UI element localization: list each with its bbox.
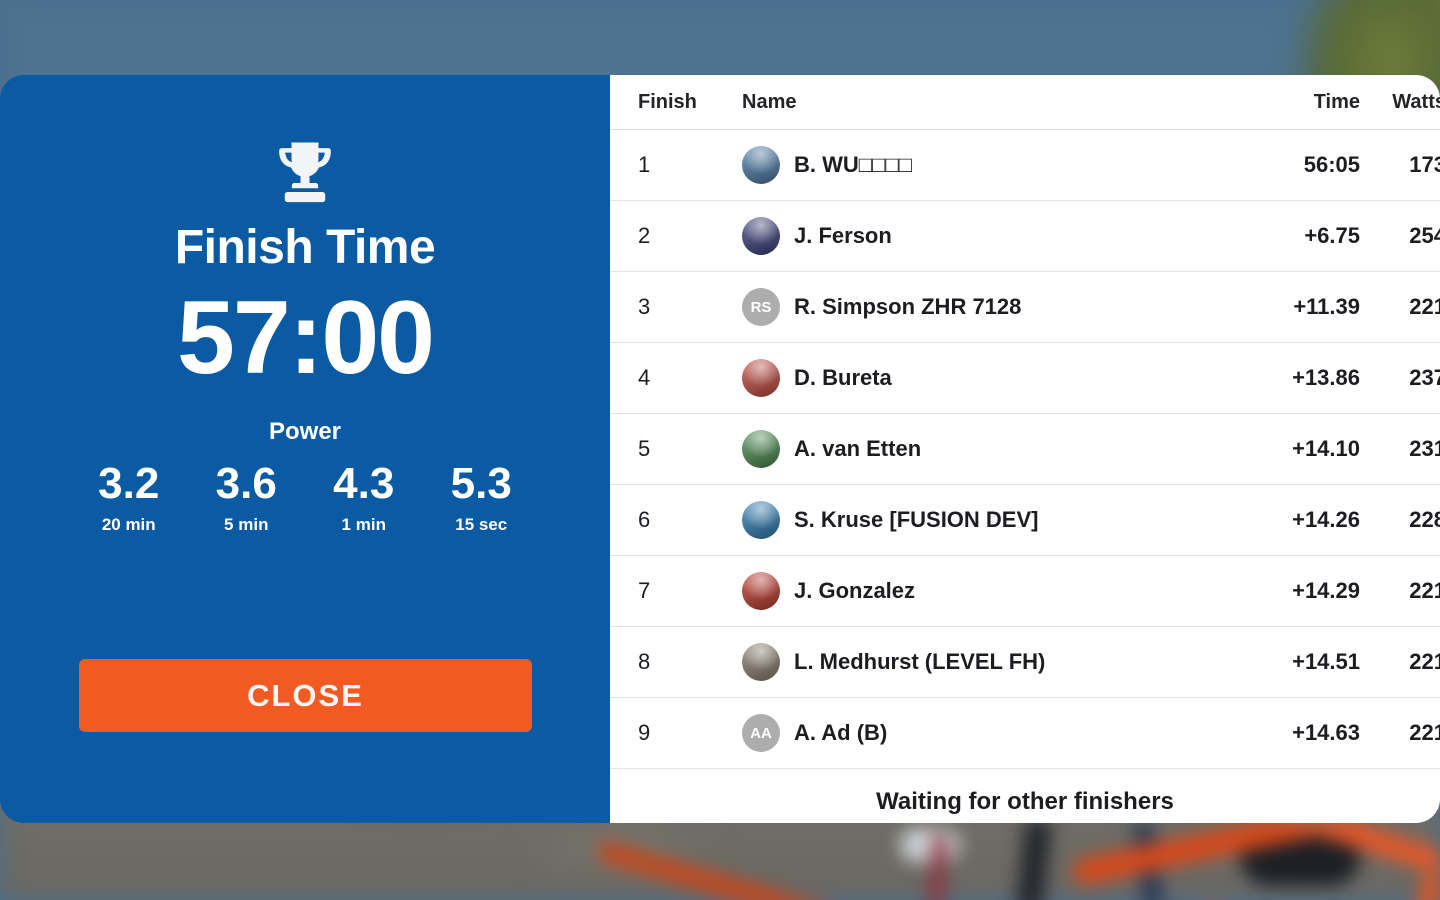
power-value: 3.6: [215, 459, 277, 509]
table-row[interactable]: 4D. Bureta+13.862373.0: [610, 343, 1440, 414]
results-panel: Finish Name Time Watts W/kg 1B. WU□□□□56…: [610, 75, 1440, 823]
rider-name: J. Gonzalez: [794, 578, 916, 603]
power-cell: 3.6 5 min: [188, 459, 306, 534]
table-row[interactable]: 8L. Medhurst (LEVEL FH)+14.512212.8: [610, 627, 1440, 698]
rider-position: 4: [638, 365, 651, 390]
rider-name-cell: S. Kruse [FUSION DEV]: [742, 501, 1274, 539]
rider-time: +14.51: [1292, 649, 1360, 674]
rider-name-cell: L. Medhurst (LEVEL FH): [742, 643, 1274, 681]
rider-position: 6: [638, 507, 651, 532]
close-button[interactable]: CLOSE: [79, 659, 532, 732]
rider-name-cell: A. van Etten: [742, 430, 1274, 468]
rider-watts: 228: [1409, 507, 1440, 532]
avatar: [742, 501, 780, 539]
rider-name-cell: J. Gonzalez: [742, 572, 1274, 610]
rider-time: 56:05: [1303, 152, 1360, 177]
rider-name: B. WU□□□□: [794, 152, 912, 177]
avatar: [742, 359, 780, 397]
avatar: AA: [742, 714, 780, 752]
avatar: RS: [742, 288, 780, 326]
power-cell: 4.3 1 min: [305, 459, 423, 534]
finish-title: Finish Time: [174, 221, 436, 274]
finish-summary-panel: Finish Time 57:00 Power 3.2 20 min 3.6 5…: [0, 75, 610, 823]
rider-time: +11.39: [1293, 294, 1360, 319]
rider-time: +14.26: [1292, 507, 1360, 532]
rider-watts: 254: [1409, 223, 1440, 248]
avatar: [742, 643, 780, 681]
rider-position: 7: [638, 578, 651, 603]
power-value: 3.2: [98, 459, 160, 509]
finish-time-value: 57:00: [177, 280, 435, 396]
race-finish-dialog: Finish Time 57:00 Power 3.2 20 min 3.6 5…: [0, 75, 1440, 823]
rider-time: +13.86: [1292, 365, 1360, 390]
rider-time: +14.29: [1292, 578, 1360, 603]
avatar: [742, 430, 780, 468]
power-period: 1 min: [341, 514, 386, 534]
results-table-header: Finish Name Time Watts W/kg: [610, 75, 1440, 130]
power-period: 5 min: [224, 514, 269, 534]
rider-name: A. van Etten: [794, 436, 922, 461]
rider-name-cell: D. Bureta: [742, 359, 1274, 397]
avatar: [742, 146, 780, 184]
column-header-name: Name: [742, 90, 797, 113]
rider-watts: 221: [1409, 294, 1440, 319]
rider-name-cell: B. WU□□□□: [742, 146, 1274, 184]
power-grid: 3.2 20 min 3.6 5 min 4.3 1 min 5.3 15 se…: [70, 459, 541, 534]
table-row[interactable]: 7J. Gonzalez+14.292212.8: [610, 556, 1440, 627]
rider-watts: 221: [1409, 578, 1440, 603]
rider-time: +14.63: [1292, 720, 1360, 745]
column-header-finish: Finish: [638, 90, 697, 113]
rider-watts: 237: [1409, 365, 1440, 390]
rider-time: +6.75: [1304, 223, 1360, 248]
rider-name-cell: RS R. Simpson ZHR 7128: [742, 288, 1274, 326]
background-bicycle: [600, 820, 1440, 900]
avatar: [742, 217, 780, 255]
power-cell: 3.2 20 min: [70, 459, 188, 534]
power-value: 5.3: [450, 459, 512, 509]
rider-watts: 173: [1409, 152, 1440, 177]
rider-name: J. Ferson: [794, 223, 892, 248]
rider-name: R. Simpson ZHR 7128: [794, 294, 1022, 319]
avatar: [742, 572, 780, 610]
table-row[interactable]: 6S. Kruse [FUSION DEV]+14.262282.6: [610, 485, 1440, 556]
rider-position: 8: [638, 649, 651, 674]
power-label: Power: [268, 418, 342, 446]
rider-position: 9: [638, 720, 651, 745]
rider-watts: 231: [1409, 436, 1440, 461]
column-header-watts: Watts: [1392, 90, 1440, 113]
rider-name: L. Medhurst (LEVEL FH): [794, 649, 1046, 674]
rider-name: S. Kruse [FUSION DEV]: [794, 507, 1039, 532]
rider-name-cell: AA A. Ad (B): [742, 714, 1274, 752]
results-footer-status: Waiting for other finishers: [876, 788, 1174, 815]
power-value: 4.3: [333, 459, 395, 509]
rider-position: 3: [638, 294, 651, 319]
power-period: 15 sec: [455, 514, 508, 534]
rider-name-cell: J. Ferson: [742, 217, 1274, 255]
trophy-icon: [279, 142, 331, 203]
rider-position: 5: [638, 436, 651, 461]
rider-position: 2: [638, 223, 651, 248]
rider-position: 1: [638, 152, 651, 177]
rider-time: +14.10: [1292, 436, 1360, 461]
column-header-time: Time: [1313, 90, 1360, 113]
rider-watts: 221: [1409, 649, 1440, 674]
rider-name: D. Bureta: [794, 365, 892, 390]
rider-name: A. Ad (B): [794, 720, 888, 745]
table-row[interactable]: 5A. van Etten+14.102312.8: [610, 414, 1440, 485]
power-period: 20 min: [101, 514, 156, 534]
power-cell: 5.3 15 sec: [423, 459, 541, 534]
rider-watts: 221: [1409, 720, 1440, 745]
